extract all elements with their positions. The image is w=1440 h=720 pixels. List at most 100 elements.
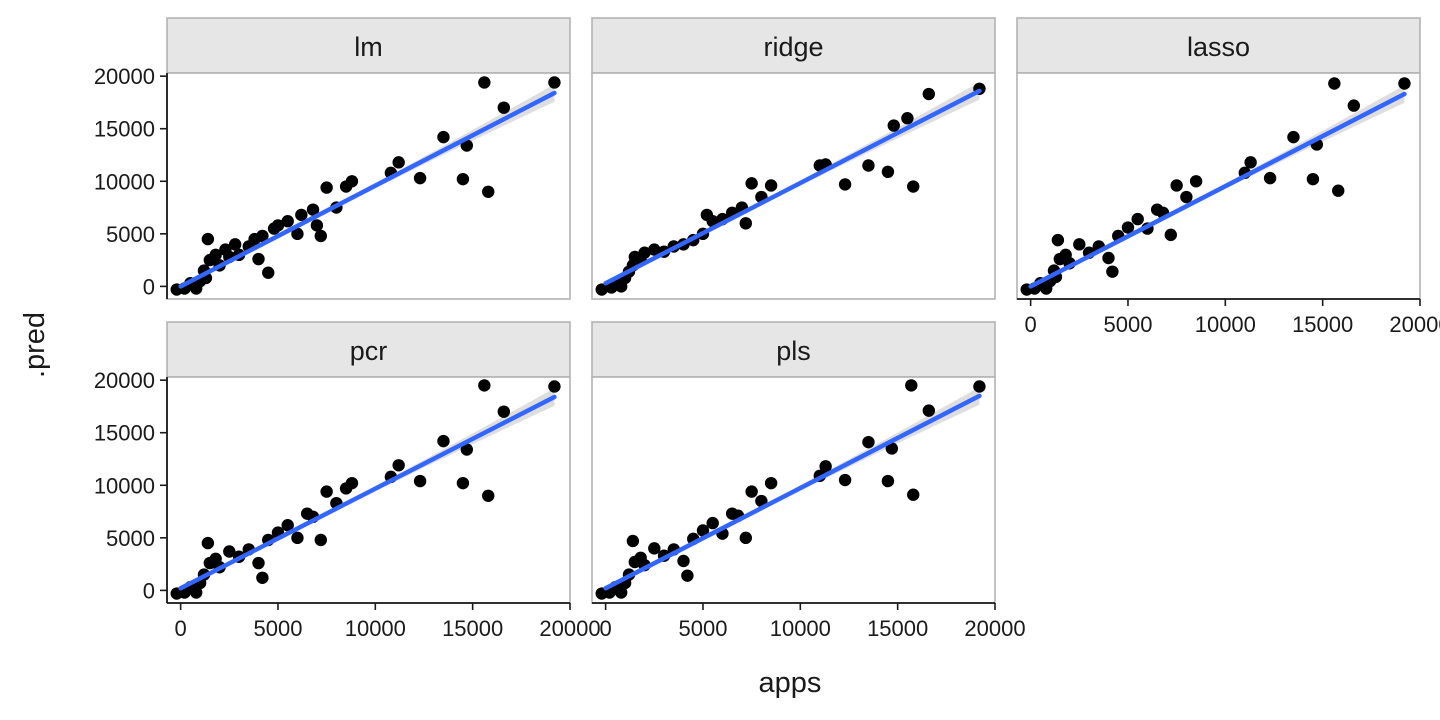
data-point	[922, 87, 936, 101]
data-point	[478, 379, 491, 392]
data-point	[1102, 251, 1115, 265]
facet-strip-label: pcr	[350, 336, 388, 366]
data-point	[478, 76, 491, 89]
data-point	[819, 460, 832, 473]
data-point	[310, 219, 324, 232]
data-point	[392, 156, 405, 169]
facet-strip-label: ridge	[763, 32, 823, 62]
data-point	[345, 476, 359, 490]
data-point	[252, 556, 265, 570]
fit-line	[603, 88, 982, 286]
data-point	[838, 178, 852, 191]
data-point	[437, 434, 450, 448]
data-point	[901, 112, 914, 125]
data-point	[745, 177, 758, 190]
facet-strip	[1016, 17, 1421, 74]
data-point	[413, 171, 427, 185]
data-point	[320, 485, 333, 498]
data-point	[905, 379, 918, 392]
data-point	[314, 229, 328, 243]
data-point	[626, 534, 640, 548]
y-tick-label: 10000	[94, 169, 155, 194]
data-point	[291, 227, 304, 241]
data-point	[1164, 228, 1178, 242]
facet-panel-lasso: lasso	[1016, 17, 1421, 300]
plot-marks	[595, 379, 986, 600]
data-point	[437, 130, 450, 144]
data-point	[228, 238, 242, 251]
data-point	[696, 524, 710, 537]
y-tick-label: 0	[143, 274, 155, 299]
data-point	[548, 380, 561, 393]
data-point	[271, 219, 285, 232]
x-tick-label: 10000	[345, 616, 406, 641]
y-tick-label: 15000	[94, 117, 155, 142]
data-point	[413, 474, 427, 488]
data-point	[295, 208, 308, 222]
data-point	[497, 405, 511, 418]
data-point	[201, 536, 215, 550]
x-tick-label: 0	[1025, 312, 1037, 337]
panel-border	[591, 72, 996, 300]
data-point	[482, 185, 495, 198]
data-point	[281, 519, 294, 532]
data-point	[482, 489, 495, 502]
facet-strip	[166, 321, 571, 378]
data-point	[764, 476, 778, 490]
data-point	[1189, 175, 1203, 188]
data-point	[745, 485, 758, 498]
data-point	[862, 159, 875, 172]
data-point	[291, 531, 304, 545]
data-point	[190, 586, 203, 599]
data-point	[209, 248, 222, 262]
data-point	[739, 531, 753, 545]
data-point	[1131, 212, 1144, 226]
y-tick-label: 5000	[106, 222, 155, 247]
data-point	[706, 516, 719, 530]
data-point	[838, 473, 852, 487]
data-point	[456, 172, 470, 186]
data-point	[314, 533, 328, 547]
y-tick-label: 15000	[94, 421, 155, 446]
data-point	[1073, 238, 1086, 251]
facet-panel-pls: pls	[591, 321, 996, 604]
panels-layer: lm ridge lasso pcr pls	[166, 17, 1421, 604]
y-tick-label: 20000	[94, 368, 155, 393]
data-point	[1170, 179, 1183, 192]
data-point	[223, 545, 236, 558]
data-point	[456, 476, 470, 490]
facet-strip-label: lm	[354, 32, 383, 62]
axes-layer: 0 5000 10000 15000 20000 0 5000 10000 15000 2000 0…	[94, 64, 1440, 641]
data-point	[201, 232, 215, 246]
x-tick-label: 20000	[1389, 312, 1440, 337]
x-tick-label: 20000	[964, 616, 1025, 641]
data-point	[764, 179, 778, 192]
data-point	[638, 246, 651, 259]
plot-marks	[595, 82, 986, 296]
plot-marks	[170, 76, 561, 296]
data-point	[1051, 233, 1065, 247]
facet-panel-ridge: ridge	[591, 17, 996, 300]
y-tick-label: 10000	[94, 473, 155, 498]
data-point	[907, 180, 920, 193]
data-point	[262, 266, 275, 279]
fit-line	[178, 394, 557, 591]
facet-panel-lm: lm	[166, 17, 571, 300]
facet-strip-label: pls	[776, 336, 811, 366]
x-tick-label: 10000	[1195, 312, 1256, 337]
y-tick-label: 20000	[94, 64, 155, 89]
plot-marks	[1020, 77, 1411, 296]
x-axis-title: apps	[759, 667, 822, 699]
data-point	[1347, 99, 1361, 112]
data-point	[256, 571, 269, 584]
fit-line	[1028, 91, 1407, 289]
plot-marks	[170, 379, 561, 600]
data-point	[615, 586, 628, 599]
data-point	[252, 252, 265, 266]
x-tick-label: 20000	[539, 616, 600, 641]
x-tick-label: 5000	[1103, 312, 1152, 337]
facet-strip	[591, 321, 996, 378]
x-tick-label: 0	[175, 616, 187, 641]
data-point	[681, 569, 694, 582]
